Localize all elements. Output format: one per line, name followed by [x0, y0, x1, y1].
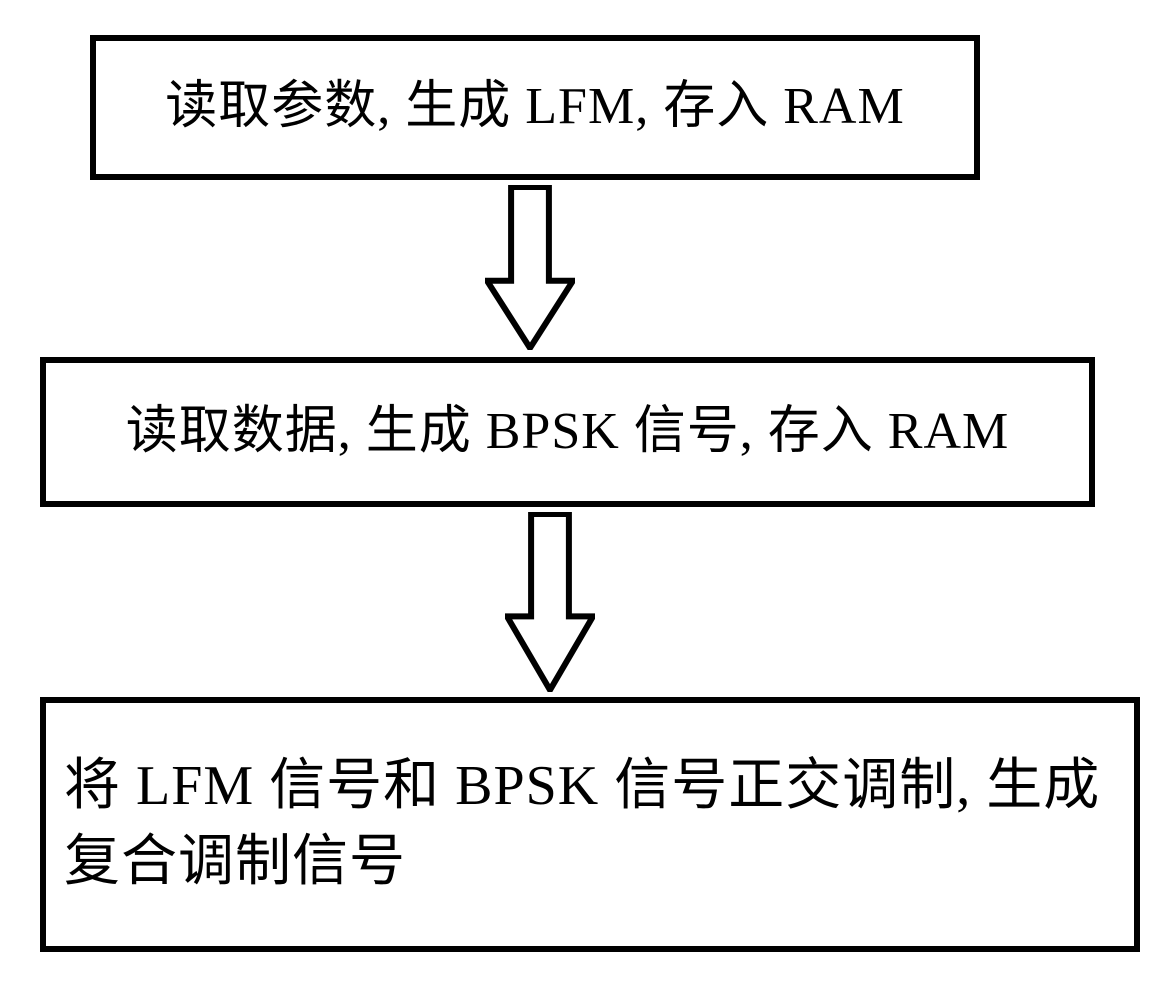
flow-box-label: 将 LFM 信号和 BPSK 信号正交调制, 生成复合调制信号 — [64, 749, 1116, 900]
flow-arrow-arrow2 — [505, 512, 595, 692]
flow-box-box1: 读取参数, 生成 LFM, 存入 RAM — [90, 35, 980, 180]
flow-box-box2: 读取数据, 生成 BPSK 信号, 存入 RAM — [40, 357, 1095, 507]
flow-arrow-arrow1 — [485, 185, 575, 350]
flow-box-box3: 将 LFM 信号和 BPSK 信号正交调制, 生成复合调制信号 — [40, 697, 1140, 952]
flow-box-label: 读取数据, 生成 BPSK 信号, 存入 RAM — [126, 397, 1010, 467]
flow-box-label: 读取参数, 生成 LFM, 存入 RAM — [165, 72, 904, 142]
